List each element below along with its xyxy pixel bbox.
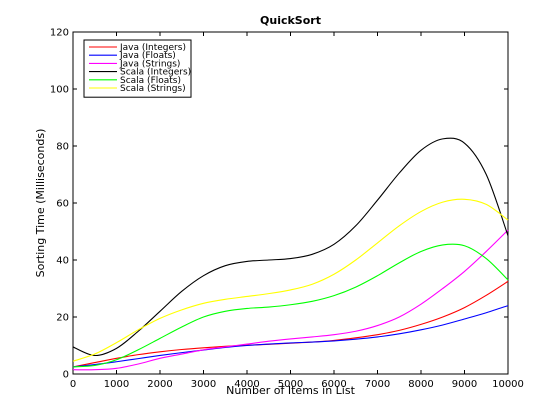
series-line-2 bbox=[72, 229, 509, 371]
x-tick-label-6: 6000 bbox=[321, 379, 346, 390]
y-tick-label-6: 120 bbox=[50, 28, 69, 39]
series-line-5 bbox=[72, 198, 509, 362]
x-tick-label-1: 1000 bbox=[104, 379, 129, 390]
legend-label-1: Java (Floats) bbox=[119, 51, 176, 61]
x-tick-label-7: 7000 bbox=[365, 379, 390, 390]
x-tick-label-10: 10000 bbox=[492, 379, 524, 390]
series-line-4 bbox=[72, 243, 509, 368]
legend-label-4: Scala (Floats) bbox=[120, 76, 181, 86]
x-tick-label-2: 2000 bbox=[147, 379, 172, 390]
axis-ticks: 0 1000 2000 3000 4000 5000 6000 7000 8000 9000 100… bbox=[50, 28, 524, 391]
chart-title: QuickSort bbox=[260, 14, 321, 27]
series-line-1 bbox=[72, 305, 509, 368]
y-tick-label-0: 0 bbox=[63, 370, 69, 381]
x-tick-label-5: 5000 bbox=[278, 379, 303, 390]
legend-label-5: Scala (Strings) bbox=[120, 84, 186, 94]
legend-label-3: Scala (Integers) bbox=[120, 68, 191, 78]
y-tick-label-1: 20 bbox=[56, 313, 69, 324]
series-line-3 bbox=[72, 137, 509, 357]
legend: Java (Integers)Java (Floats)Java (String… bbox=[83, 39, 192, 98]
y-tick-label-2: 40 bbox=[56, 256, 69, 267]
y-tick-label-3: 60 bbox=[56, 199, 69, 210]
series-line-0 bbox=[72, 280, 509, 368]
y-tick-label-5: 100 bbox=[50, 85, 69, 96]
legend-label-0: Java (Integers) bbox=[119, 43, 186, 53]
x-tick-label-4: 4000 bbox=[234, 379, 259, 390]
x-tick-label-3: 3000 bbox=[191, 379, 216, 390]
x-axis-title: Number of Items in List bbox=[226, 384, 355, 397]
y-tick-label-4: 80 bbox=[56, 142, 69, 153]
legend-box bbox=[83, 39, 192, 98]
x-tick-label-0: 0 bbox=[70, 379, 76, 390]
legend-label-2: Java (Strings) bbox=[119, 59, 180, 69]
x-tick-label-9: 9000 bbox=[452, 379, 477, 390]
y-axis-title: Sorting Time (Milliseconds) bbox=[34, 129, 47, 278]
plot-lines bbox=[72, 137, 509, 371]
x-tick-label-8: 8000 bbox=[408, 379, 433, 390]
